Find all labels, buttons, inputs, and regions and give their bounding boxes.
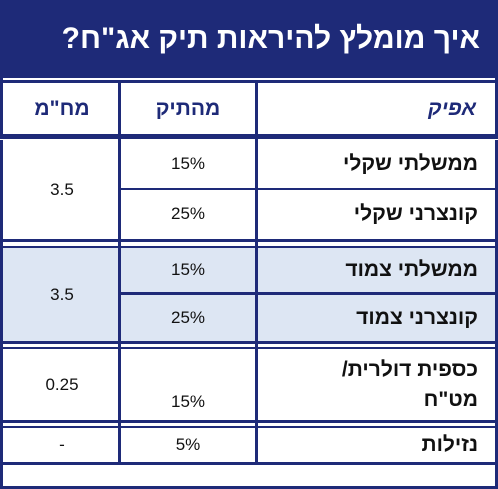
header-duration-label: מח"מ [34,97,90,120]
share-cell: 15% [121,350,255,420]
category-value: קונצרני שקלי [353,202,478,225]
share-value: 15% [170,392,206,411]
share-cell: 25% [121,295,255,340]
category-cell: ממשלתי שקלי [258,140,490,188]
row-rule [121,292,498,295]
category-cell: קונצרני צמוד [258,295,490,340]
duration-value: 3.5 [50,179,74,199]
share-cell: 15% [121,248,255,292]
category-cell: קונצרני שקלי [258,190,490,238]
duration-cell: 0.25 [6,350,118,420]
share-value: 25% [170,307,206,327]
group-top-rule [0,426,498,428]
header-category: אפיק [258,84,490,134]
group-top-rule [0,137,498,139]
row-rule [121,188,498,190]
category-value: כספית דולרית/ מט"ח [341,358,478,411]
page-title: איך מומלץ להיראות תיק אג"ח? [61,22,480,55]
duration-cell: 3.5 [6,140,118,239]
group-bottom-rule [0,420,498,423]
category-cell: ממשלתי צמוד [258,248,490,292]
share-value: 5% [175,435,201,454]
share-value: 25% [170,204,206,223]
category-cell: כספית דולרית/ מט"ח [258,350,490,420]
category-value: ממשלתי שקלי [342,152,478,175]
header-category-label: אפיק [427,97,476,120]
header-top-rule [0,80,498,83]
share-value: 15% [170,154,206,173]
table-bottom-rule [0,462,498,465]
duration-value: - [59,435,65,454]
header-bottom-rule [0,134,498,137]
duration-value: 0.25 [45,375,79,394]
title-bar: איך מומלץ להיראות תיק אג"ח? [0,0,498,78]
share-cell: 25% [121,190,255,238]
group-bottom-rule [0,239,498,242]
column-rule [118,80,121,465]
group-top-rule [0,347,498,349]
group-bottom-rule [0,341,498,344]
category-value: ממשלתי צמוד [345,258,478,281]
share-cell: 5% [121,428,255,462]
duration-cell: - [6,428,118,462]
duration-cell: 3.5 [6,248,118,341]
column-rule [255,80,258,465]
group-top-rule [0,246,498,248]
header-share-label: מהתיק [155,97,221,120]
header-share: מהתיק [121,84,255,134]
category-value: נזילות [421,433,478,456]
category-cell: נזילות [258,428,490,462]
share-cell: 15% [121,140,255,188]
share-value: 15% [170,260,206,279]
duration-value: 3.5 [50,284,74,304]
header-duration: מח"מ [6,84,118,134]
category-value: קונצרני צמוד [356,305,478,329]
